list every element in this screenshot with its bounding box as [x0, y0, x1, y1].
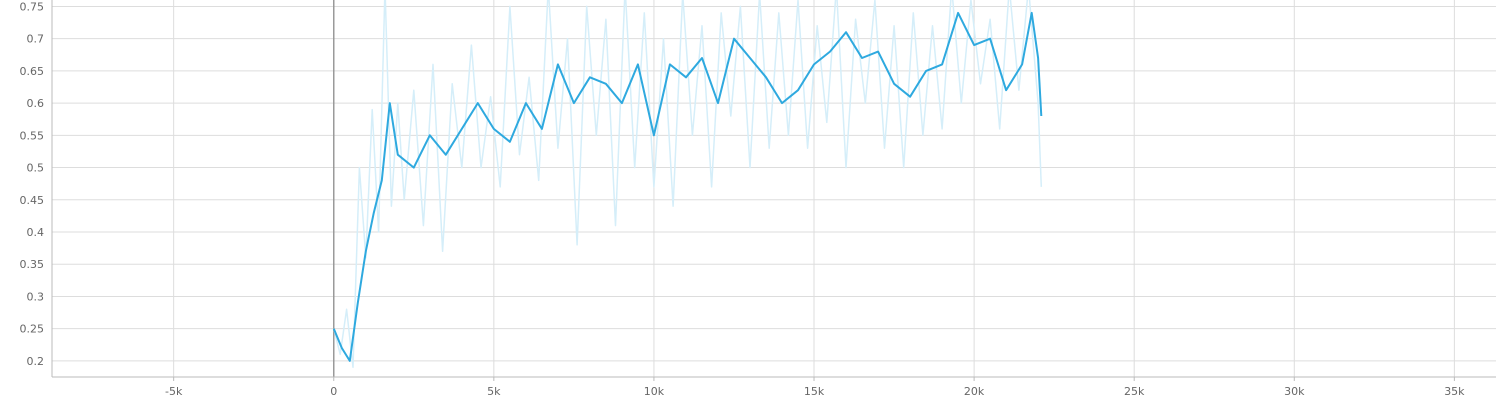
y-tick-label: 0.35: [20, 258, 45, 271]
y-tick-label: 0.65: [20, 65, 45, 78]
y-tick-label: 0.7: [27, 33, 45, 46]
x-tick-label: 20k: [964, 385, 985, 398]
y-tick-label: 0.6: [27, 97, 45, 110]
x-tick-label: 10k: [644, 385, 665, 398]
x-tick-label: 5k: [487, 385, 501, 398]
x-tick-label: 30k: [1284, 385, 1305, 398]
y-tick-label: 0.5: [27, 162, 45, 175]
raw-series-line: [333, 0, 1043, 369]
y-tick-label: 0.55: [20, 129, 45, 142]
y-tick-label: 0.45: [20, 194, 45, 207]
x-tick-label: 0: [330, 385, 337, 398]
x-tick-label: -5k: [165, 385, 183, 398]
series-lines: [332, 0, 1043, 369]
y-tick-label: 0.2: [27, 355, 45, 368]
y-tick-label: 0.4: [27, 226, 45, 239]
grid-lines: [52, 0, 1496, 377]
x-tick-label: 15k: [804, 385, 825, 398]
y-tick-labels: 0.2 0.25 0.3 0.35 0.4 0.45 0.5 0.55 0.6 0.65 0.7 0.…: [20, 0, 45, 367]
x-tick-label: 35k: [1444, 385, 1465, 398]
axes: [51, 0, 1496, 381]
y-tick-label: 0.75: [20, 0, 45, 13]
smoothed-series-line: [332, 11, 1043, 362]
y-tick-label: 0.25: [20, 323, 45, 336]
y-tick-label: 0.3: [27, 290, 45, 303]
x-tick-label: 25k: [1124, 385, 1145, 398]
x-tick-labels: -5k 0 5k 10k 15k 20k 25k 30k 35k: [165, 385, 1465, 398]
